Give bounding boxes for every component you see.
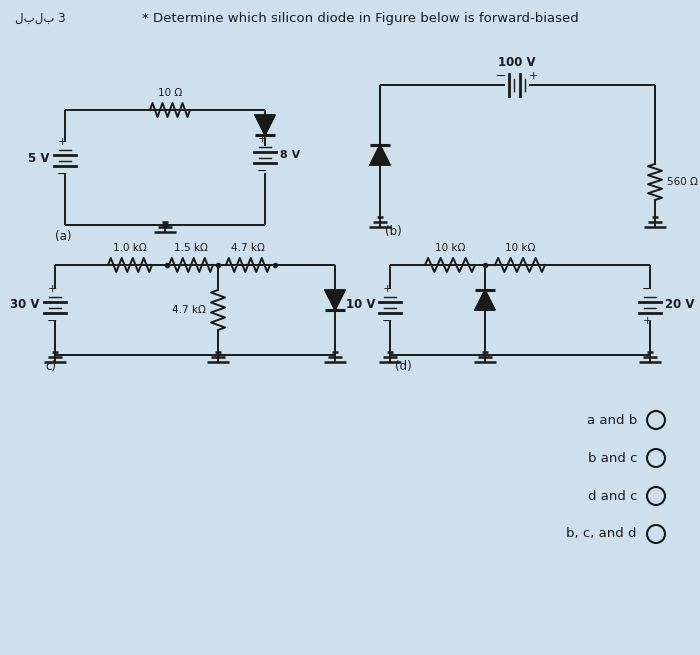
Text: +: + xyxy=(528,71,538,81)
Text: لبلب 3: لبلب 3 xyxy=(15,12,66,25)
Text: 30 V: 30 V xyxy=(10,299,40,312)
Text: * Determine which silicon diode in Figure below is forward-biased: * Determine which silicon diode in Figur… xyxy=(141,12,578,25)
Text: 1.0 kΩ: 1.0 kΩ xyxy=(113,243,147,253)
Text: 20 V: 20 V xyxy=(665,299,694,312)
Text: 1.5 kΩ: 1.5 kΩ xyxy=(174,243,208,253)
Text: (b): (b) xyxy=(385,225,402,238)
Text: b, c, and d: b, c, and d xyxy=(566,527,637,540)
Text: 100 V: 100 V xyxy=(498,56,536,69)
Polygon shape xyxy=(475,290,495,310)
Text: a and b: a and b xyxy=(587,413,637,426)
Text: −: − xyxy=(496,69,506,83)
Text: d and c: d and c xyxy=(587,489,637,502)
Text: −: − xyxy=(257,164,267,178)
Text: −: − xyxy=(57,168,67,181)
Text: 4.7 kΩ: 4.7 kΩ xyxy=(231,243,265,253)
Text: 5 V: 5 V xyxy=(29,151,50,164)
Text: 10 V: 10 V xyxy=(346,299,375,312)
Polygon shape xyxy=(370,145,390,165)
Text: (d): (d) xyxy=(395,360,412,373)
Text: 10 Ω: 10 Ω xyxy=(158,88,182,98)
Text: +: + xyxy=(48,284,57,294)
Text: −: − xyxy=(382,314,392,328)
Text: +: + xyxy=(258,134,267,144)
Polygon shape xyxy=(255,115,275,135)
Text: −: − xyxy=(642,282,652,295)
Text: b and c: b and c xyxy=(587,451,637,464)
Text: +: + xyxy=(382,284,392,294)
Text: 560 Ω: 560 Ω xyxy=(667,177,698,187)
Text: 10 kΩ: 10 kΩ xyxy=(435,243,466,253)
Text: 4.7 kΩ: 4.7 kΩ xyxy=(172,305,206,315)
Text: −: − xyxy=(47,314,57,328)
Polygon shape xyxy=(325,290,345,310)
Text: 8 V: 8 V xyxy=(280,150,300,160)
Text: c): c) xyxy=(45,360,56,373)
Text: +: + xyxy=(643,316,652,326)
Text: 10 kΩ: 10 kΩ xyxy=(505,243,536,253)
Text: (a): (a) xyxy=(55,230,71,243)
Text: +: + xyxy=(57,137,66,147)
